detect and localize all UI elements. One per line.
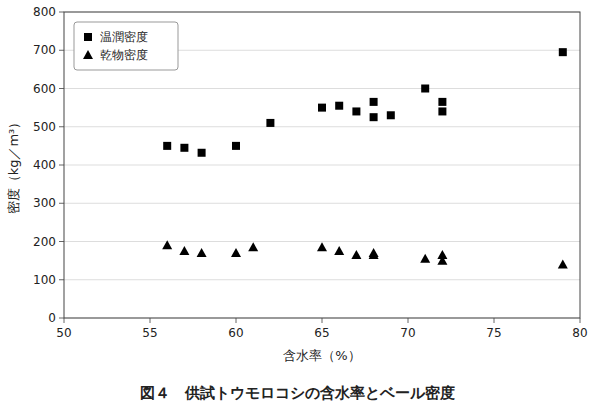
grid: [64, 12, 580, 318]
point: [370, 98, 378, 106]
tick-label: 700: [33, 43, 56, 57]
tick: [59, 241, 64, 242]
point: [421, 85, 429, 93]
grid-line: [64, 241, 580, 242]
title: 図４ 供試トウモロコシの含水率とベール密度: [140, 384, 455, 402]
tick: [580, 318, 581, 323]
x-axis-label: 含水率（%）: [283, 348, 360, 363]
point: [335, 102, 343, 110]
point: [163, 142, 171, 150]
tick: [408, 318, 409, 323]
legend-label: 乾物密度: [100, 48, 148, 62]
tick: [150, 318, 151, 323]
grid-line: [64, 88, 580, 89]
legend-marker: [83, 50, 93, 59]
tick-label: 500: [33, 120, 56, 134]
tick-label: 75: [486, 326, 501, 340]
plot-frame: [64, 12, 580, 318]
y-axis-label: 密度（kg／m³）: [6, 116, 21, 215]
tick-label: 55: [142, 326, 157, 340]
point: [420, 254, 430, 263]
tick: [64, 318, 65, 323]
point: [318, 104, 326, 112]
point: [438, 107, 446, 115]
grid-line: [64, 203, 580, 204]
tick-label: 200: [33, 235, 56, 249]
tick: [59, 12, 64, 13]
tick-label: 50: [56, 326, 71, 340]
tick: [494, 318, 495, 323]
point: [232, 142, 240, 150]
point: [351, 250, 361, 259]
point: [369, 250, 379, 259]
tick-label: 80: [572, 326, 587, 340]
tick: [59, 88, 64, 89]
legend: 温潤密度乾物密度: [74, 22, 178, 70]
points: [162, 48, 568, 268]
tick-label: 60: [228, 326, 243, 340]
point: [387, 111, 395, 119]
tick-label: 600: [33, 82, 56, 96]
tick: [59, 318, 64, 319]
tick: [322, 318, 323, 323]
point: [197, 248, 207, 257]
point: [437, 250, 447, 259]
tick: [59, 203, 64, 204]
tick: [236, 318, 237, 323]
chart: 0 100 200 300 400 500 600 700 800 50 55 60 65 70 75 80 含…: [0, 0, 595, 412]
point: [248, 242, 258, 251]
legend-label: 温潤密度: [100, 30, 148, 44]
tick: [59, 126, 64, 127]
tick-label: 70: [400, 326, 415, 340]
point: [180, 144, 188, 152]
grid-line: [64, 126, 580, 127]
tick-label: 800: [33, 5, 56, 19]
point: [317, 242, 327, 251]
tick-label: 100: [33, 273, 56, 287]
legend-box: [74, 22, 178, 70]
point: [558, 259, 568, 268]
tick: [59, 50, 64, 51]
point: [352, 107, 360, 115]
tick: [59, 279, 64, 280]
point: [438, 98, 446, 106]
point: [179, 246, 189, 255]
tick: [59, 165, 64, 166]
point: [198, 149, 206, 157]
grid-line: [64, 279, 580, 280]
tick-label: 0: [48, 311, 56, 325]
tick-label: 400: [33, 158, 56, 172]
point: [162, 240, 172, 249]
legend-marker: [84, 33, 92, 41]
tick-label: 65: [314, 326, 329, 340]
point: [370, 113, 378, 121]
point: [266, 119, 274, 127]
grid-line: [64, 165, 580, 166]
point: [231, 248, 241, 257]
point: [334, 246, 344, 255]
point: [559, 48, 567, 56]
tick-label: 300: [33, 196, 56, 210]
